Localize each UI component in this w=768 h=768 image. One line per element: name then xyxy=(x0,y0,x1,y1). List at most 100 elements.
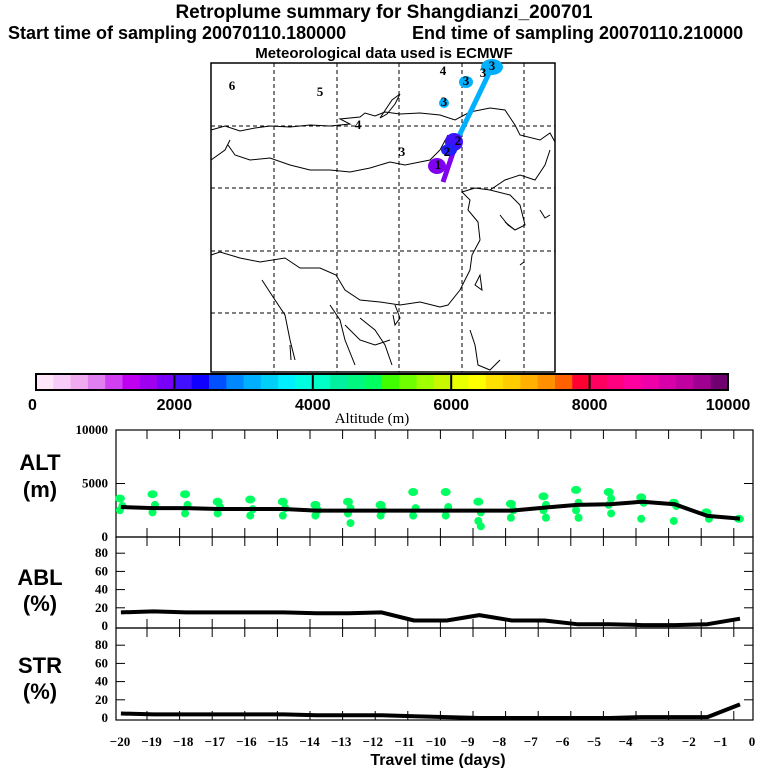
particle-point xyxy=(180,490,191,499)
colorbar-swatch xyxy=(53,374,72,390)
particle-point xyxy=(278,511,287,520)
x-tick-label: −17 xyxy=(205,734,226,749)
map-coastlines xyxy=(210,93,556,371)
particle-point xyxy=(376,511,385,520)
colorbar-frame xyxy=(35,373,729,391)
colorbar-swatch xyxy=(676,374,694,390)
particle-point xyxy=(408,488,419,497)
colorbar-swatch xyxy=(641,374,660,390)
x-tick-label: −7 xyxy=(524,734,538,749)
particle-point xyxy=(147,490,158,499)
x-tick-label: −11 xyxy=(395,734,415,749)
x-tick-label: 0 xyxy=(749,734,756,749)
colorbar-swatch xyxy=(606,374,625,390)
particle-point xyxy=(603,488,614,497)
particle-point xyxy=(473,497,484,506)
particle-point xyxy=(114,494,125,503)
y-tick-label: 0 xyxy=(102,529,109,544)
particle-point xyxy=(571,485,582,494)
colorbar-swatch xyxy=(572,374,591,390)
colorbar-swatch xyxy=(658,374,677,390)
y-tick-label: 80 xyxy=(95,637,108,652)
particle-point xyxy=(637,514,646,523)
particle-point xyxy=(669,516,678,525)
y-tick-label: 20 xyxy=(95,600,108,615)
colorbar-tick-label: 4000 xyxy=(295,397,331,414)
panel-ylabel: ABL xyxy=(17,565,62,590)
colorbar-swatch xyxy=(209,374,227,390)
x-tick-label: −2 xyxy=(682,734,696,749)
y-tick-label: 40 xyxy=(95,582,108,597)
colorbar-swatch xyxy=(589,374,608,390)
x-tick-label: −9 xyxy=(461,734,475,749)
colorbar-swatch xyxy=(139,374,158,390)
x-tick-label: −12 xyxy=(363,734,383,749)
particle-point xyxy=(607,509,616,518)
colorbar-swatch xyxy=(278,374,296,390)
colorbar-swatch xyxy=(624,374,642,390)
y-tick-label: 10000 xyxy=(76,422,109,437)
map-day-marker: 2 xyxy=(455,133,462,148)
x-tick-label: −16 xyxy=(236,734,257,749)
colorbar-swatch xyxy=(382,374,400,390)
colorbar-swatch xyxy=(537,374,556,390)
colorbar-swatch xyxy=(87,374,106,390)
colorbar-swatch xyxy=(70,374,89,390)
y-tick-label: 40 xyxy=(95,674,108,689)
particle-point xyxy=(346,519,355,528)
figure-title: Retroplume summary for Shangdianzi_20070… xyxy=(175,2,593,23)
y-tick-label: 5000 xyxy=(82,476,108,491)
plume-cloud xyxy=(481,59,503,75)
end-time-label: End time of sampling 20070110.210000 xyxy=(412,23,744,43)
map-day-marker: 1 xyxy=(435,157,442,172)
map-day-marker: 3 xyxy=(399,144,406,159)
map-frame xyxy=(210,62,556,373)
colorbar-swatch xyxy=(451,374,469,390)
x-axis-title: Travel time (days) xyxy=(370,752,505,768)
particle-point xyxy=(277,497,288,506)
plume-cloud xyxy=(428,158,446,174)
colorbar-swatch xyxy=(399,374,418,390)
colorbar-swatch xyxy=(243,374,262,390)
colorbar-swatch xyxy=(174,374,193,390)
particle-point xyxy=(506,513,515,522)
x-tick-label: −19 xyxy=(141,734,162,749)
colorbar-tick-label: 8000 xyxy=(572,397,608,414)
y-tick-label: 20 xyxy=(95,692,108,707)
particle-point xyxy=(311,511,320,520)
colorbar-swatch xyxy=(555,374,573,390)
particle-point xyxy=(246,511,255,520)
series-line xyxy=(120,499,741,521)
panel-frame xyxy=(115,627,754,721)
x-tick-label: −13 xyxy=(331,734,352,749)
map-graticule xyxy=(211,63,555,372)
particle-point xyxy=(342,497,353,506)
particle-point xyxy=(245,495,256,504)
plume-upper-segment xyxy=(455,65,495,140)
colorbar-swatch xyxy=(105,374,123,390)
particle-point xyxy=(213,509,222,518)
colorbar-swatch xyxy=(157,374,175,390)
particle-point xyxy=(148,508,157,517)
met-data-label: Meteorological data used is ECMWF xyxy=(255,45,513,62)
map-day-marker: 5 xyxy=(317,84,324,99)
colorbar-swatch xyxy=(36,374,54,390)
x-tick-label: −8 xyxy=(492,734,506,749)
map-day-marker: 3 xyxy=(480,65,487,80)
x-tick-label: −20 xyxy=(110,734,130,749)
time-series-panels: 0500010000ALT(m)020406080ABL(%)020406080… xyxy=(17,422,755,768)
particle-point xyxy=(541,513,550,522)
plume-cloud xyxy=(439,98,449,108)
y-tick-label: 0 xyxy=(102,710,109,725)
colorbar-swatch xyxy=(433,374,452,390)
panel-frame xyxy=(115,429,754,538)
panel-abl: 0 20 40 60 80 ABL(%) xyxy=(17,536,754,633)
y-tick-label: 60 xyxy=(95,655,108,670)
colorbar-swatch xyxy=(468,374,487,390)
x-tick-label: −5 xyxy=(587,734,601,749)
colorbar-swatch xyxy=(416,374,435,390)
colorbar-swatch xyxy=(191,374,210,390)
